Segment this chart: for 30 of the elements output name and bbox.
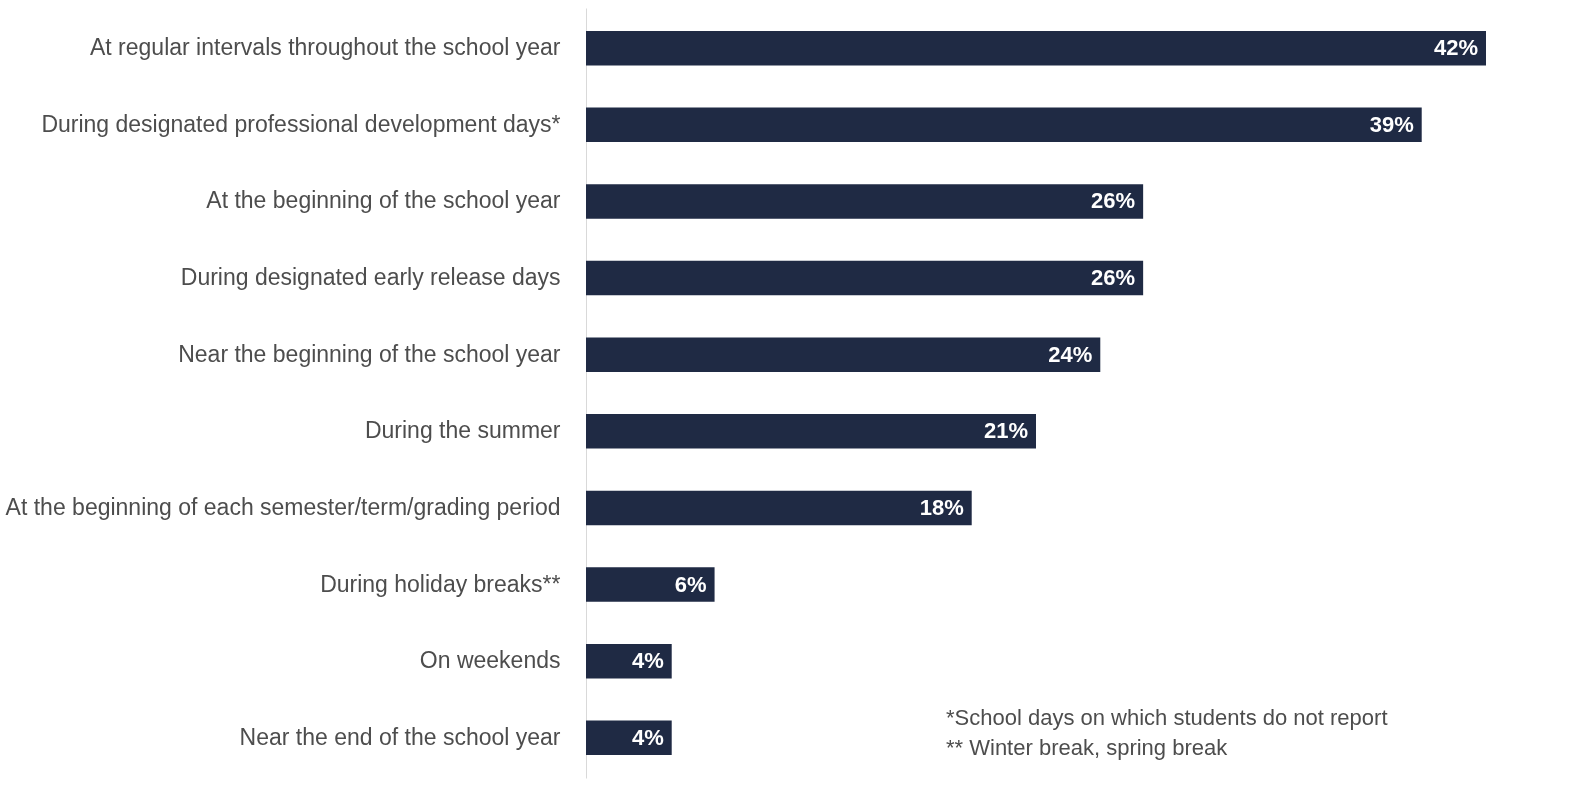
- data-label: 26%: [1091, 265, 1136, 291]
- bar: [586, 30, 1486, 66]
- data-label: 24%: [1048, 341, 1093, 367]
- bar: [586, 337, 1101, 372]
- y-tick-label: At regular intervals throughout the school year: [90, 34, 561, 61]
- annotation: *School days on which students do not report: [946, 705, 1388, 730]
- bar: [586, 184, 1144, 219]
- y-tick-label: Near the beginning of the school year: [178, 340, 561, 367]
- data-label: 26%: [1091, 188, 1136, 214]
- y-tick-label: Near the end of the school year: [239, 723, 561, 750]
- data-label: 4%: [631, 724, 664, 750]
- bar: [586, 260, 1144, 296]
- data-label: 21%: [983, 418, 1028, 444]
- data-label: 4%: [631, 648, 664, 674]
- y-tick-label: On weekends: [419, 647, 561, 674]
- y-tick-label: During designated professional development days*: [41, 110, 561, 137]
- y-tick-label: At the beginning of each semester/term/grading period: [5, 493, 561, 520]
- y-tick-label: During designated early release days: [180, 264, 561, 291]
- data-label: 39%: [1369, 111, 1414, 137]
- bar: [586, 414, 1036, 449]
- y-tick-label: During holiday breaks**: [320, 570, 561, 597]
- bar: [586, 567, 715, 602]
- bar: [586, 490, 972, 526]
- bar: [586, 107, 1422, 143]
- data-label: 42%: [1433, 35, 1478, 61]
- annotation: ** Winter break, spring break: [946, 735, 1229, 760]
- data-label: 18%: [919, 494, 964, 520]
- y-tick-label: At the beginning of the school year: [206, 187, 561, 214]
- y-tick-label: During the summer: [364, 417, 561, 444]
- data-label: 6%: [674, 571, 707, 597]
